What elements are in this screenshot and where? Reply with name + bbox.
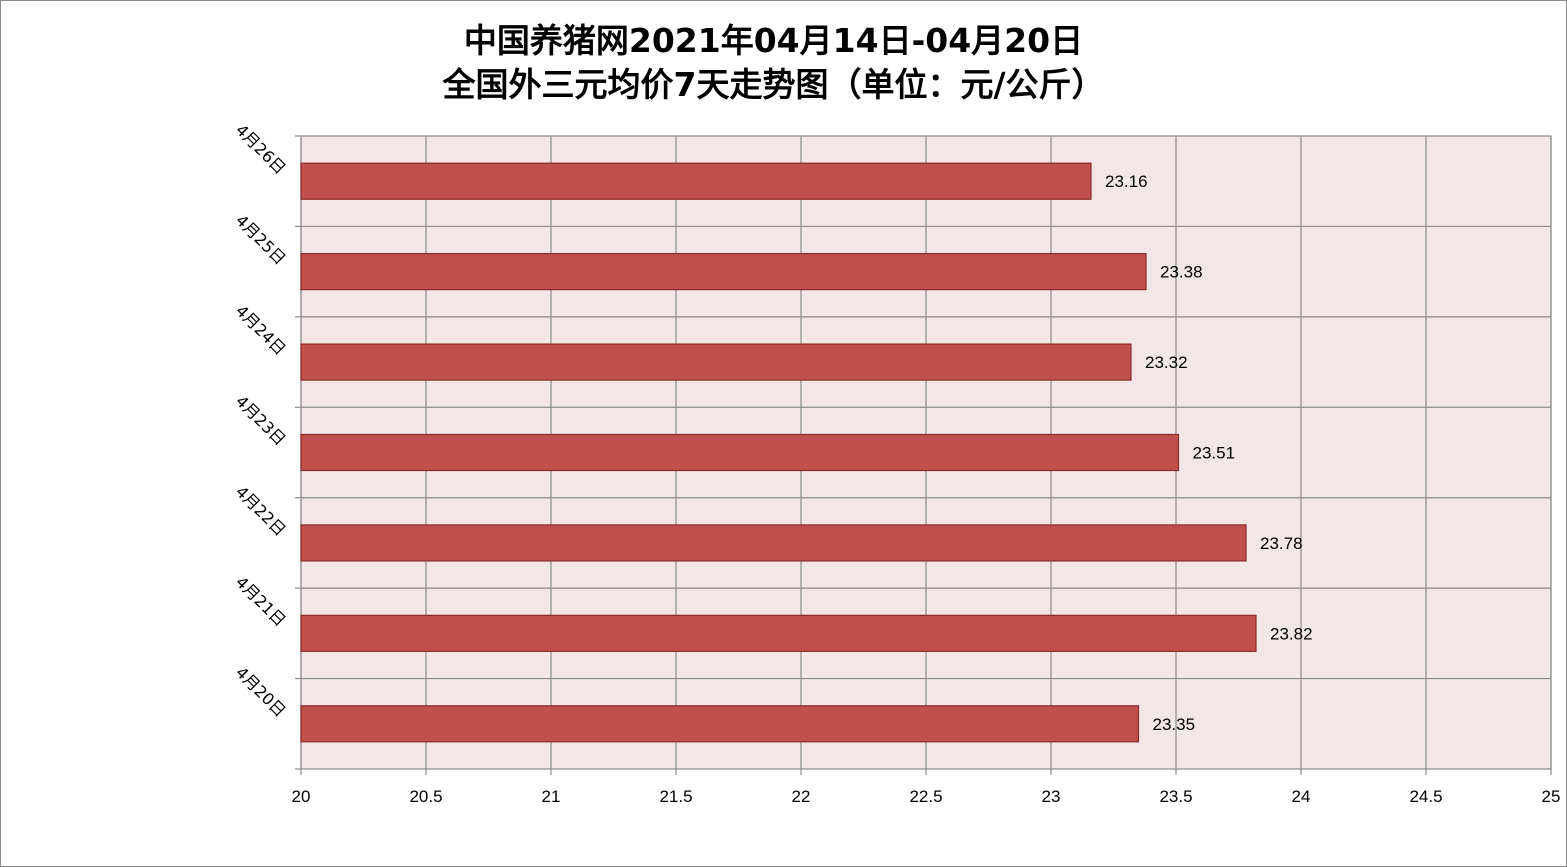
- chart-title: 中国养猪网2021年04月14日-04月20日: [463, 21, 1084, 60]
- data-label: 23.32: [1145, 353, 1188, 372]
- category-label: 4月24日: [232, 301, 290, 359]
- x-tick-label: 24: [1292, 787, 1311, 806]
- x-tick-label: 25: [1542, 787, 1561, 806]
- bar-5: [300, 524, 1247, 562]
- chart-subtitle: 全国外三元均价7天走势图（单位：元/公斤）: [442, 65, 1105, 104]
- data-label: 23.82: [1270, 624, 1313, 643]
- x-tick-label: 20: [292, 787, 311, 806]
- data-label: 23.38: [1160, 263, 1203, 282]
- category-label: 4月25日: [232, 211, 290, 269]
- x-tick-label: 22: [792, 787, 811, 806]
- bar-1: [300, 162, 1092, 200]
- gridlines: [295, 135, 1552, 775]
- data-label: 23.51: [1193, 444, 1236, 463]
- category-label: 4月23日: [232, 392, 290, 450]
- bar-6: [300, 614, 1257, 652]
- bar-7: [300, 705, 1140, 743]
- data-label: 23.78: [1260, 534, 1303, 553]
- x-tick-label: 23.5: [1159, 787, 1192, 806]
- category-label: 4月21日: [232, 573, 290, 631]
- x-tick-label: 21.5: [659, 787, 692, 806]
- bar-4: [300, 433, 1180, 472]
- data-label: 23.16: [1105, 172, 1148, 191]
- x-tick-label: 21: [542, 787, 561, 806]
- category-label: 4月22日: [232, 482, 290, 540]
- x-tick-label: 24.5: [1409, 787, 1442, 806]
- x-tick-label: 23: [1042, 787, 1061, 806]
- x-tick-label: 22.5: [909, 787, 942, 806]
- bars: [300, 162, 1257, 743]
- data-label: 23.35: [1153, 715, 1196, 734]
- bar-3: [300, 343, 1132, 381]
- category-label: 4月26日: [232, 120, 290, 178]
- x-tick-label: 20.5: [409, 787, 442, 806]
- category-label: 4月20日: [232, 663, 290, 721]
- bar-2: [300, 253, 1147, 291]
